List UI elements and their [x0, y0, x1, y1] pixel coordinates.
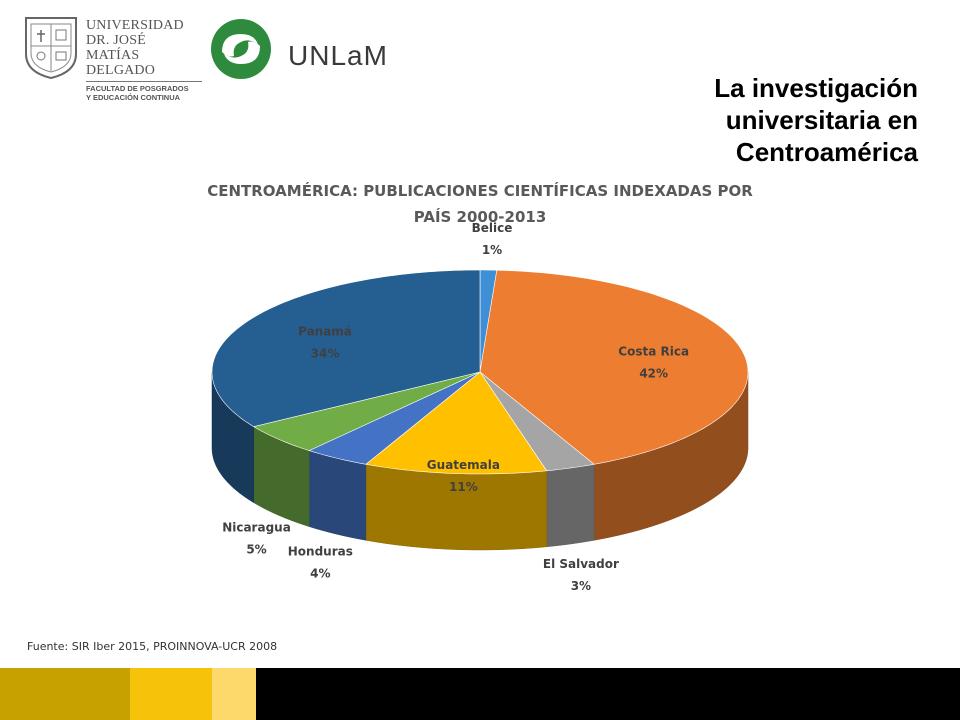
- pie-slice-panama: [211, 269, 481, 427]
- pie-label-name-belice: Belice: [472, 221, 513, 235]
- pie-side-el-salvador: [546, 463, 595, 548]
- pie-slice-nicaragua: [252, 371, 481, 451]
- umd-divider: [86, 81, 202, 82]
- pie-side-honduras: [308, 450, 367, 541]
- chart-title-line1: CENTROAMÉRICA: PUBLICACIONES CIENTÍFICAS…: [207, 182, 753, 200]
- pie-label-name-honduras: Honduras: [288, 545, 353, 559]
- umd-logo: UNIVERSIDAD DR. JOSÉ MATÍAS DELGADO FACU…: [22, 14, 202, 102]
- pie-label-value-guatemala: 11%: [449, 480, 478, 494]
- unlam-wordmark: UNLaM: [288, 40, 388, 71]
- chart-title: CENTROAMÉRICA: PUBLICACIONES CIENTÍFICAS…: [170, 178, 790, 230]
- pie-label-value-panama: 34%: [311, 347, 340, 361]
- pie-slice-costa-rica: [479, 269, 749, 465]
- umd-name-line1: UNIVERSIDAD DR. JOSÉ: [86, 18, 184, 48]
- pie-sides: [211, 371, 749, 551]
- umd-name-line2: MATÍAS DELGADO: [86, 48, 156, 78]
- pie-slice-guatemala: [365, 371, 548, 475]
- footer-block-light-gold: [212, 668, 256, 720]
- pie-label-name-nicaragua: Nicaragua: [222, 520, 291, 534]
- unlam-emblem-icon: [211, 19, 271, 79]
- slide-title-line3: Centroamérica: [735, 137, 918, 167]
- pie-label-value-nicaragua: 5%: [246, 542, 266, 556]
- pie-label-name-panama: Panamá: [298, 325, 352, 339]
- footer-bar: [0, 668, 960, 720]
- pie-slice-honduras: [308, 371, 481, 465]
- pie-label-value-belice: 1%: [482, 243, 502, 257]
- pie-label-name-el-salvador: El Salvador: [543, 557, 619, 571]
- slide-title: La investigación universitaria en Centro…: [618, 72, 918, 168]
- umd-sub-line2: Y EDUCACIÓN CONTINUA: [86, 93, 181, 102]
- pie-label-name-costa-rica: Costa Rica: [618, 344, 689, 358]
- umd-seal-icon: [25, 17, 77, 80]
- footer-block-dark-gold: [0, 668, 130, 720]
- footer-block-gold: [130, 668, 212, 720]
- pie-label-value-el-salvador: 3%: [571, 579, 591, 593]
- slide-title-line1: La investigación: [714, 73, 918, 103]
- slide-title-line2: universitaria en: [725, 105, 918, 135]
- pie-label-value-costa-rica: 42%: [639, 366, 668, 380]
- pie-slice-el-salvador: [479, 371, 595, 472]
- pie-label-value-honduras: 4%: [310, 567, 330, 581]
- pie-labels: Belice 1% Costa Rica 42% El Salvador 3% Guatem…: [222, 221, 689, 593]
- pie-tops: [211, 269, 749, 475]
- umd-wordmark: UNIVERSIDAD DR. JOSÉ MATÍAS DELGADO FACU…: [86, 18, 206, 102]
- chart-title-line2: PAÍS 2000-2013: [413, 208, 547, 226]
- unlam-logo: UNLaM: [208, 14, 388, 84]
- source-note: Fuente: SIR Iber 2015, PROINNOVA-UCR 200…: [27, 640, 278, 653]
- umd-sub-line1: FACULTAD DE POSGRADOS: [86, 84, 189, 93]
- pie-side-guatemala: [365, 463, 547, 551]
- pie-label-name-guatemala: Guatemala: [427, 458, 500, 472]
